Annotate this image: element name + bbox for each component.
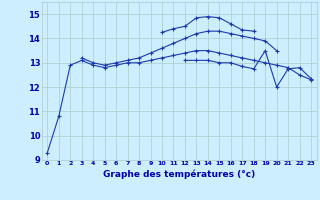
X-axis label: Graphe des températures (°c): Graphe des températures (°c) [103,169,255,179]
